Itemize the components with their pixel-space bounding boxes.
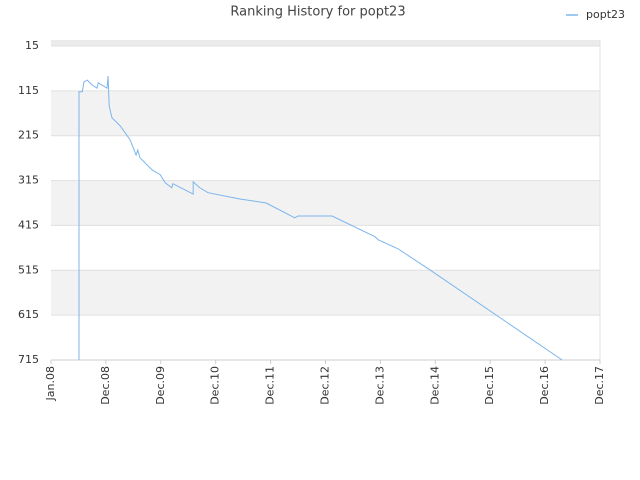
x-tick-label: Dec.16 [538, 366, 551, 405]
grid-band [51, 270, 600, 316]
x-tick-label: Dec.08 [99, 366, 112, 405]
y-tick-label: 515 [18, 263, 39, 276]
x-tick-label: Jan.08 [44, 366, 57, 401]
legend-label: popt23 [586, 8, 625, 21]
y-tick-label: 215 [18, 129, 39, 142]
x-tick-label: Dec.14 [428, 366, 441, 405]
x-tick-label: Dec.09 [154, 366, 167, 405]
x-tick-label: Dec.13 [373, 366, 386, 405]
y-tick-label: 115 [18, 84, 39, 97]
plot-header-strip [51, 40, 600, 46]
y-tick-label: 315 [18, 174, 39, 187]
grid-band [51, 90, 600, 136]
y-tick-label: 15 [25, 39, 39, 52]
x-tick-label: Dec.12 [319, 366, 332, 405]
x-tick-label: Dec.11 [264, 366, 277, 405]
series-line [78, 76, 563, 361]
y-tick-label: 615 [18, 308, 39, 321]
y-tick-label: 715 [18, 353, 39, 366]
chart-title: Ranking History for popt23 [230, 5, 405, 20]
x-tick-label: Dec.10 [209, 366, 222, 405]
y-tick-label: 415 [18, 218, 39, 231]
grid-band [51, 180, 600, 226]
x-tick-label: Dec.17 [593, 366, 606, 405]
x-tick-label: Dec.15 [483, 366, 496, 405]
